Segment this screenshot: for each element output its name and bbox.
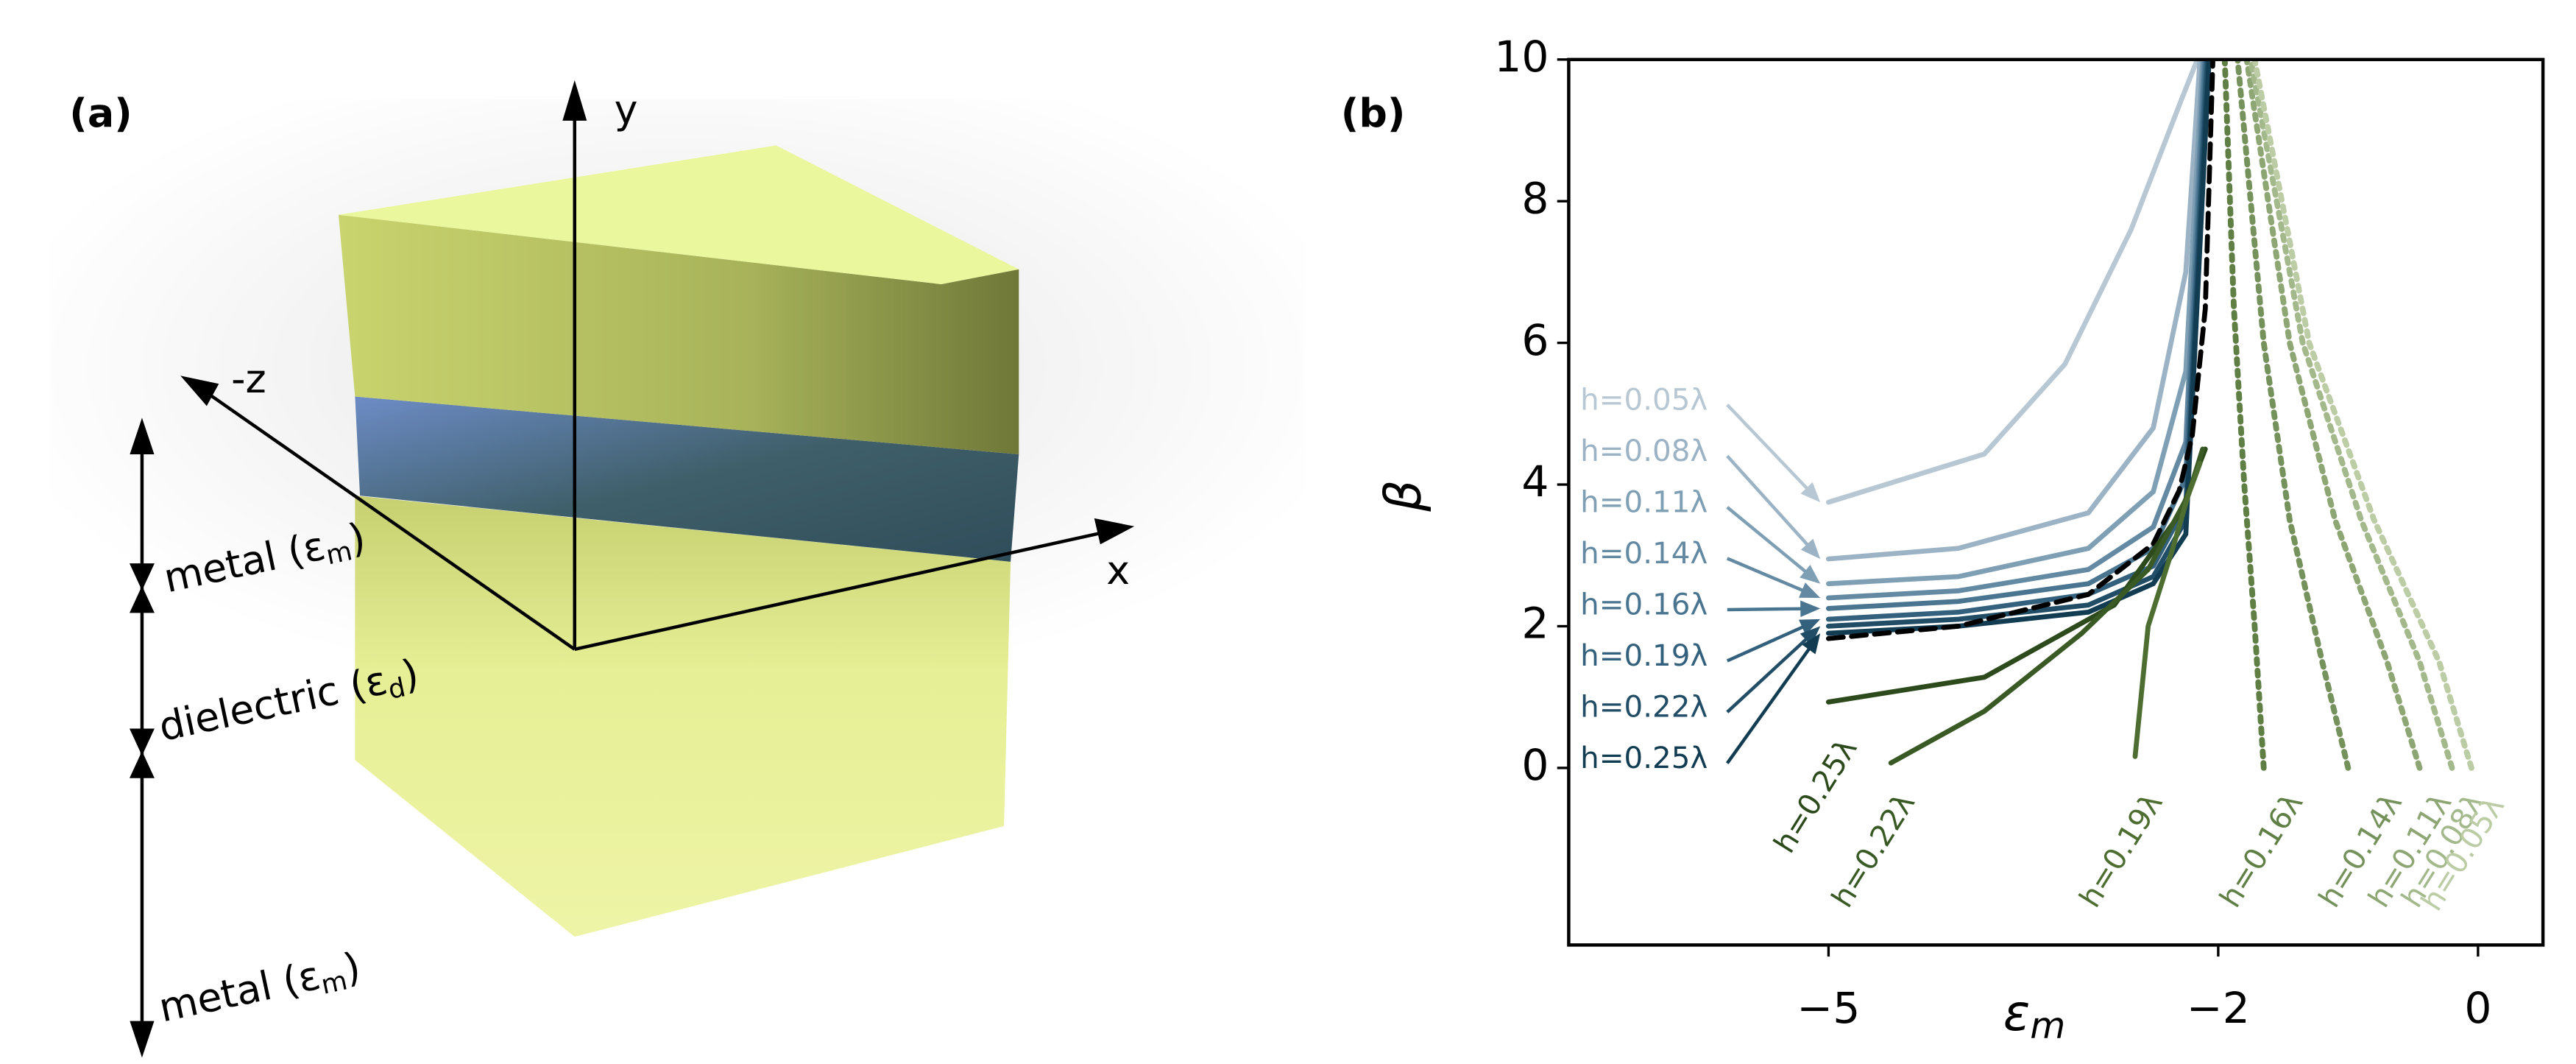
coordinate-axes (129, 80, 1135, 1058)
y-axis-label: β (1375, 480, 1432, 512)
series-label: h=0.14λ (1580, 536, 1708, 571)
arrowhead (1800, 538, 1821, 560)
x-label-subscript: m (2030, 1004, 2065, 1046)
series-line (2251, 59, 2474, 771)
y-tick-label: 6 (1521, 315, 1549, 365)
series-label: h=0.22λ (1825, 787, 1922, 914)
series-label: h=0.19λ (2073, 787, 2170, 914)
label-arrow (1726, 624, 1806, 663)
y-tick-label: 8 (1521, 173, 1549, 223)
arrowhead (130, 418, 155, 455)
label-text: metal (ε (155, 951, 324, 1031)
arrowhead (1094, 518, 1135, 545)
arrowhead (1800, 564, 1821, 584)
series-label: h=0.25λ (1580, 741, 1708, 775)
arrowhead (1800, 482, 1821, 503)
series-line (1825, 59, 2207, 601)
x-tick-label: −2 (2187, 983, 2250, 1033)
series-line (1825, 59, 2215, 641)
series-line (1825, 59, 2208, 611)
x-tick-label: 0 (2464, 983, 2491, 1033)
label-arrow (1726, 636, 1810, 714)
label-subscript: m (319, 965, 350, 1000)
series-line (2234, 59, 2352, 771)
label-arrow (1725, 646, 1812, 764)
axis-label: -z (231, 356, 266, 402)
y-tick-label: 4 (1521, 457, 1549, 507)
series-line (2132, 460, 2203, 759)
arrowhead (130, 1021, 155, 1058)
series-line (2221, 59, 2267, 771)
series-line (1825, 59, 2203, 562)
label-arrow (1727, 607, 1804, 612)
layer-label: metal (εm) (155, 943, 365, 1035)
series-label: h=0.16λ (2213, 787, 2310, 914)
arrowhead (129, 563, 155, 591)
panel-label: (a) (69, 90, 132, 136)
label-arrow (1726, 557, 1806, 593)
series-label: h=0.11λ (1580, 485, 1708, 519)
x-axis (574, 529, 1114, 651)
arrowhead (1800, 600, 1821, 617)
dielectric-layer (355, 396, 1019, 562)
series-label: h=0.19λ (1580, 638, 1708, 673)
label-arrow (1726, 506, 1809, 575)
plot-lines (1825, 59, 2474, 771)
series-label: h=0.08λ (1580, 434, 1708, 468)
arrowhead (1802, 633, 1821, 655)
series-line (2243, 59, 2423, 771)
label-arrow (1726, 454, 1811, 548)
y-tick-label: 10 (1494, 32, 1549, 82)
panel-b: (b) 0 2 4 6 8 10 −5 −2 0 εm β h=0.05λ h=0.08λ h=0.11λ… (1341, 32, 2545, 1046)
label-arrow (1726, 404, 1811, 492)
panel-a: (a) y x -z metal (εm)dielectric (εd)meta… (49, 80, 1305, 1058)
series-label: h=0.16λ (1580, 587, 1708, 621)
plot-frame (1567, 57, 2545, 947)
series-line (1825, 59, 2209, 622)
series-label: h=0.05λ (1580, 382, 1708, 417)
arrowhead (1800, 626, 1821, 646)
series-line (2248, 59, 2455, 771)
series-label: h=0.22λ (1580, 690, 1708, 725)
z-axis (197, 385, 576, 651)
arrowhead (129, 585, 155, 613)
top-metal (338, 214, 1019, 455)
arrowhead (1799, 619, 1821, 635)
series-line (1825, 59, 2200, 505)
y-tick-label: 2 (1521, 599, 1549, 649)
x-tick-label: −5 (1797, 983, 1860, 1033)
top-face (338, 145, 1019, 284)
x-axis-label: εm (2003, 984, 2065, 1046)
series-label: h=0.25λ (1767, 733, 1864, 859)
y-tick-label: 0 (1521, 740, 1549, 790)
arrowhead (562, 80, 587, 121)
axis-label: x (1106, 547, 1130, 593)
bottom-metal (355, 496, 1011, 937)
arrowhead (180, 376, 219, 406)
arrowhead (1799, 582, 1821, 598)
x-label-symbol: ε (2003, 984, 2030, 1041)
arrowhead (129, 751, 155, 778)
series-line (1825, 59, 2211, 629)
series-line (1825, 59, 2206, 587)
panel-label: (b) (1341, 90, 1406, 136)
axis-label: y (615, 86, 638, 133)
label-subscript: m (324, 536, 355, 571)
arrowhead (129, 728, 155, 756)
